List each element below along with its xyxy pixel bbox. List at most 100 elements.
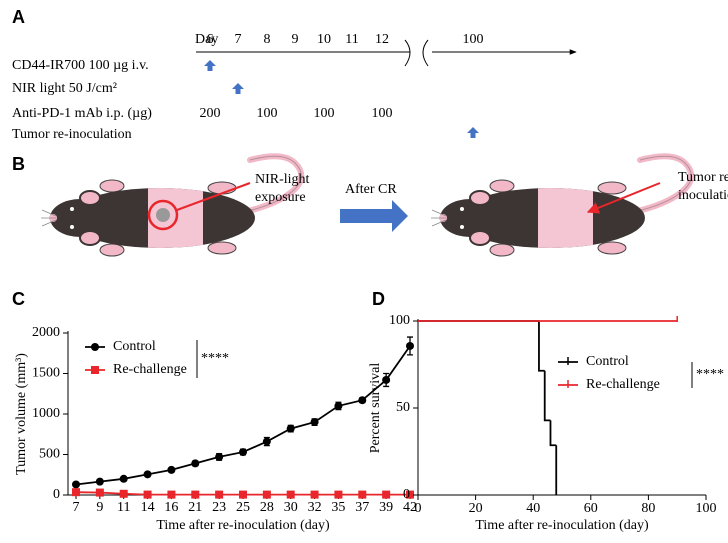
x-tick-label: 60 (584, 501, 598, 516)
point (262, 437, 271, 446)
x-tick-label: 0 (415, 501, 422, 516)
point (239, 448, 247, 457)
pointer (586, 182, 661, 214)
y-tick-label: 500 (39, 447, 60, 462)
point (143, 490, 152, 499)
point (119, 489, 128, 498)
x-tick-label: 23 (212, 500, 226, 515)
y-tick-label: 100 (389, 313, 410, 328)
x-tick-label: 20 (469, 501, 483, 516)
legend-label: Control (586, 354, 629, 369)
x-tick-label: 39 (379, 500, 393, 515)
point (119, 474, 128, 483)
point (72, 480, 80, 489)
legend-marker (91, 343, 99, 351)
survival-step (549, 420, 557, 447)
point (358, 396, 367, 405)
x-tick-label: 25 (236, 500, 250, 515)
arrow (340, 200, 408, 232)
day: 10 (317, 32, 331, 47)
point (239, 490, 247, 499)
day-label: Day (195, 32, 218, 47)
panel-label: A (12, 7, 25, 27)
x-tick-label: 40 (526, 501, 540, 516)
y-tick-label: 0 (403, 487, 410, 502)
marker-arrow (232, 83, 244, 94)
survival-step (543, 370, 551, 422)
y-axis-label: Percent survival (368, 363, 383, 454)
x-tick-label: 100 (696, 501, 717, 516)
x-tick-label: 16 (164, 500, 178, 515)
timeline (196, 39, 577, 67)
legend-marker (91, 366, 99, 374)
irradiation-site (147, 199, 179, 231)
point (143, 470, 152, 479)
x-axis-label: Time after re-inoculation (day) (156, 518, 330, 533)
dose: 100 (314, 106, 335, 121)
dose: 200 (200, 106, 221, 121)
panel-label: D (372, 289, 385, 309)
day: 100 (463, 32, 484, 47)
point (310, 418, 319, 427)
y-tick-label: 0 (53, 487, 60, 502)
day: 12 (375, 32, 389, 47)
x-tick-label: 9 (96, 500, 103, 515)
point (286, 424, 295, 433)
x-tick-label: 11 (117, 500, 130, 515)
x-tick-label: 7 (73, 500, 80, 515)
day: 6 (207, 32, 214, 47)
panel-label: C (12, 289, 25, 309)
pointer (176, 182, 251, 211)
day: 7 (235, 32, 242, 47)
point (167, 490, 176, 499)
x-tick-label: 37 (355, 500, 369, 515)
x-tick-label: 80 (641, 501, 655, 516)
point (215, 452, 224, 461)
row-label: NIR light 50 J/cm² (12, 81, 117, 96)
survival-step (538, 321, 545, 372)
point (310, 490, 319, 499)
x-tick-label: 42 (403, 500, 417, 515)
point (167, 465, 176, 474)
row-label: Tumor re-inoculation (12, 127, 132, 142)
point (95, 477, 104, 486)
x-tick-label: 30 (284, 500, 298, 515)
x-axis-label: Time after re-inoculation (day) (475, 518, 649, 533)
x-tick-label: 35 (331, 500, 345, 515)
marker-arrow (467, 127, 479, 138)
note: Tumor re- (678, 170, 728, 185)
point (215, 490, 224, 499)
row-label: Anti-PD-1 mAb i.p. (µg) (12, 106, 152, 121)
day: 11 (345, 32, 358, 47)
y-tick-label: 2000 (32, 325, 60, 340)
point (382, 490, 391, 499)
dose: 100 (257, 106, 278, 121)
note: NIR-light (255, 172, 310, 187)
mouse-left (41, 156, 301, 256)
point (191, 490, 200, 499)
dose: 100 (372, 106, 393, 121)
point (191, 459, 200, 468)
legend-label: Re-challenge (113, 362, 187, 377)
panel-label: B (12, 154, 25, 174)
y-tick-label: 1500 (32, 366, 60, 381)
point (286, 490, 295, 499)
y-axis-label: Tumor volume (mm³) (14, 353, 29, 475)
day: 8 (264, 32, 271, 47)
legend-label: Re-challenge (586, 377, 660, 392)
row-label: CD44-IR700 100 µg i.v. (12, 58, 149, 73)
tumor (156, 208, 170, 222)
significance: **** (696, 367, 724, 382)
arrow-label: After CR (345, 182, 397, 197)
marker-arrow (204, 60, 216, 71)
y-tick-label: 50 (396, 400, 410, 415)
point (262, 490, 271, 499)
legend-label: Control (113, 339, 156, 354)
x-tick-label: 32 (308, 500, 322, 515)
point (334, 401, 343, 410)
y-tick-label: 1000 (32, 406, 60, 421)
day: 9 (292, 32, 299, 47)
note: exposure (255, 190, 306, 205)
point (382, 375, 391, 384)
